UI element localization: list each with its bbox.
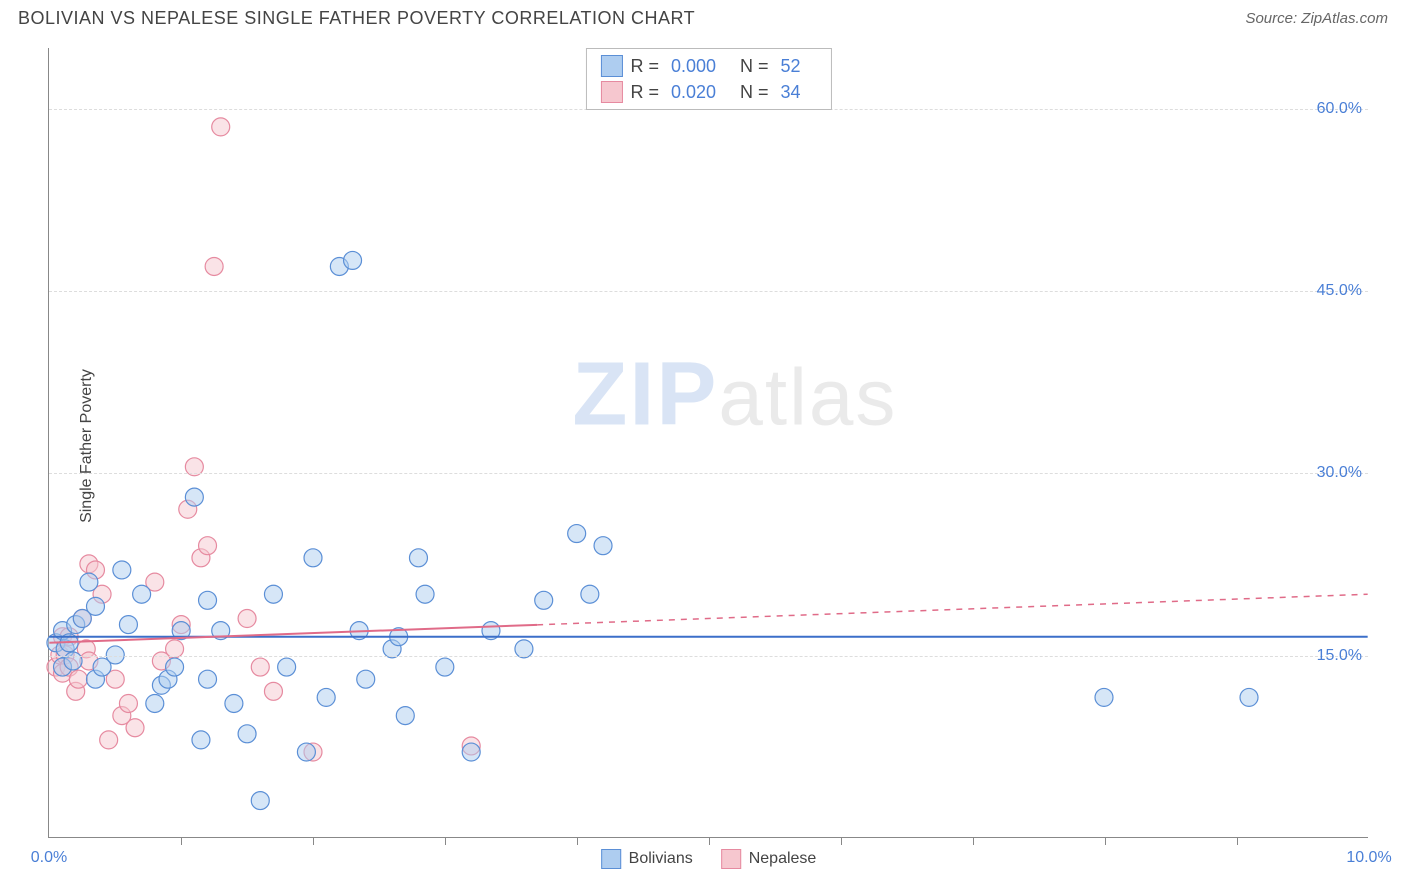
data-point <box>304 549 322 567</box>
trend-line-dashed <box>537 594 1368 625</box>
data-point <box>581 585 599 603</box>
xtick-label: 0.0% <box>31 849 67 867</box>
data-point <box>113 561 131 579</box>
legend-bottom-bolivians: Bolivians <box>601 849 693 869</box>
data-point <box>119 694 137 712</box>
xtick <box>181 837 182 845</box>
data-point <box>594 537 612 555</box>
data-point <box>199 670 217 688</box>
ytick-label: 30.0% <box>1317 464 1362 482</box>
ytick-label: 45.0% <box>1317 282 1362 300</box>
legend-swatch-nepalese <box>600 81 622 103</box>
data-point <box>126 719 144 737</box>
data-point <box>264 585 282 603</box>
data-point <box>205 258 223 276</box>
gridline-h <box>49 473 1368 474</box>
legend-bottom-nepalese: Nepalese <box>721 849 817 869</box>
data-point <box>416 585 434 603</box>
xtick-label: 10.0% <box>1346 849 1391 867</box>
legend-bottom-swatch-bolivians <box>601 849 621 869</box>
data-point <box>251 792 269 810</box>
data-point <box>69 670 87 688</box>
data-point <box>225 694 243 712</box>
data-point <box>462 743 480 761</box>
data-point <box>185 488 203 506</box>
xtick <box>973 837 974 845</box>
xtick <box>445 837 446 845</box>
data-point <box>100 731 118 749</box>
data-point <box>192 731 210 749</box>
xtick <box>1105 837 1106 845</box>
xtick <box>709 837 710 845</box>
legend-correlation-box: R = 0.000 N = 52 R = 0.020 N = 34 <box>585 48 831 110</box>
xtick <box>841 837 842 845</box>
legend-swatch-bolivians <box>600 55 622 77</box>
data-point <box>1095 688 1113 706</box>
xtick <box>1237 837 1238 845</box>
data-point <box>80 573 98 591</box>
data-point <box>297 743 315 761</box>
data-point <box>278 658 296 676</box>
source-attribution: Source: ZipAtlas.com <box>1245 10 1388 27</box>
data-point <box>251 658 269 676</box>
chart-title: BOLIVIAN VS NEPALESE SINGLE FATHER POVER… <box>18 8 695 29</box>
data-point <box>133 585 151 603</box>
data-point <box>166 658 184 676</box>
data-point <box>264 682 282 700</box>
data-point <box>119 616 137 634</box>
data-point <box>199 537 217 555</box>
data-point <box>86 597 104 615</box>
data-point <box>1240 688 1258 706</box>
gridline-h <box>49 656 1368 657</box>
data-point <box>238 610 256 628</box>
data-point <box>409 549 427 567</box>
data-point <box>535 591 553 609</box>
ytick-label: 60.0% <box>1317 100 1362 118</box>
xtick <box>577 837 578 845</box>
legend-bottom: Bolivians Nepalese <box>601 849 817 869</box>
legend-bottom-swatch-nepalese <box>721 849 741 869</box>
chart-plot-area: ZIPatlas R = 0.000 N = 52 R = 0.020 N = … <box>48 48 1368 838</box>
gridline-h <box>49 291 1368 292</box>
ytick-label: 15.0% <box>1317 647 1362 665</box>
data-point <box>212 118 230 136</box>
legend-row-nepalese: R = 0.020 N = 34 <box>600 79 816 105</box>
data-point <box>146 694 164 712</box>
data-point <box>317 688 335 706</box>
data-point <box>436 658 454 676</box>
data-point <box>238 725 256 743</box>
data-point <box>396 707 414 725</box>
data-point <box>64 652 82 670</box>
legend-row-bolivians: R = 0.000 N = 52 <box>600 53 816 79</box>
data-point <box>344 251 362 269</box>
data-point <box>357 670 375 688</box>
scatter-svg <box>49 48 1368 837</box>
data-point <box>199 591 217 609</box>
xtick <box>313 837 314 845</box>
data-point <box>568 525 586 543</box>
